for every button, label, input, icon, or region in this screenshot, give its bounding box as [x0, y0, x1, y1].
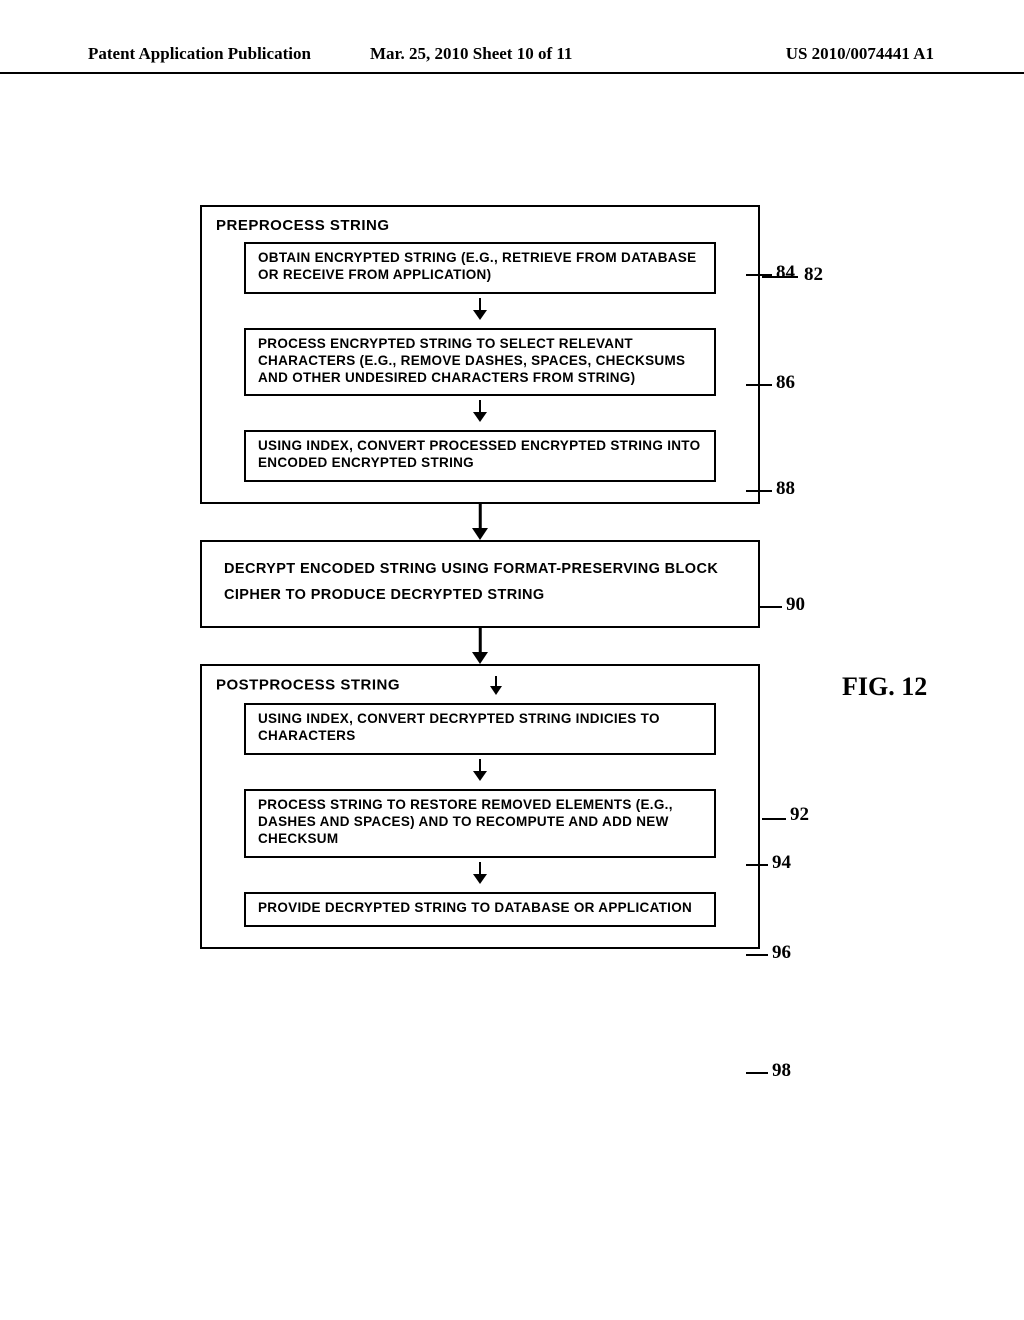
ref-84: 84 [776, 262, 795, 284]
step-obtain-encrypted: OBTAIN ENCRYPTED STRING (E.G., RETRIEVE … [244, 242, 716, 294]
flowchart: PREPROCESS STRING OBTAIN ENCRYPTED STRIN… [200, 205, 760, 949]
header-right: US 2010/0074441 A1 [786, 44, 934, 64]
lead-line [762, 818, 786, 820]
page-header: Patent Application Publication Mar. 25, … [0, 44, 1024, 74]
header-middle: Mar. 25, 2010 Sheet 10 of 11 [370, 44, 572, 64]
postprocess-title: POSTPROCESS STRING [216, 676, 746, 695]
lead-line [762, 276, 798, 278]
lead-line [746, 954, 768, 956]
ref-90: 90 [786, 594, 805, 616]
lead-line [746, 1072, 768, 1074]
step-select-chars: PROCESS ENCRYPTED STRING TO SELECT RELEV… [244, 328, 716, 397]
arrow-icon [200, 504, 760, 540]
preprocess-group: PREPROCESS STRING OBTAIN ENCRYPTED STRIN… [200, 205, 760, 504]
figure-label: FIG. 12 [842, 672, 927, 702]
postprocess-title-text: POSTPROCESS STRING [216, 677, 400, 694]
ref-92: 92 [790, 804, 809, 826]
page: Patent Application Publication Mar. 25, … [0, 0, 1024, 1320]
preprocess-title: PREPROCESS STRING [216, 217, 746, 234]
ref-98: 98 [772, 1060, 791, 1082]
arrow-icon [200, 628, 760, 664]
step-provide-output: PROVIDE DECRYPTED STRING TO DATABASE OR … [244, 892, 716, 927]
lead-line [746, 490, 772, 492]
step-encode: USING INDEX, CONVERT PROCESSED ENCRYPTED… [244, 430, 716, 482]
ref-86: 86 [776, 372, 795, 394]
lead-line [760, 606, 782, 608]
step-decrypt: DECRYPT ENCODED STRING USING FORMAT-PRES… [200, 540, 760, 628]
lead-line [746, 864, 768, 866]
step-convert-indices: USING INDEX, CONVERT DECRYPTED STRING IN… [244, 703, 716, 755]
ref-96: 96 [772, 942, 791, 964]
header-left: Patent Application Publication [88, 44, 311, 64]
step-restore-elements: PROCESS STRING TO RESTORE REMOVED ELEMEN… [244, 789, 716, 858]
ref-94: 94 [772, 852, 791, 874]
postprocess-group: POSTPROCESS STRING USING INDEX, CONVERT … [200, 664, 760, 948]
lead-line [746, 384, 772, 386]
ref-82: 82 [804, 264, 823, 286]
ref-88: 88 [776, 478, 795, 500]
